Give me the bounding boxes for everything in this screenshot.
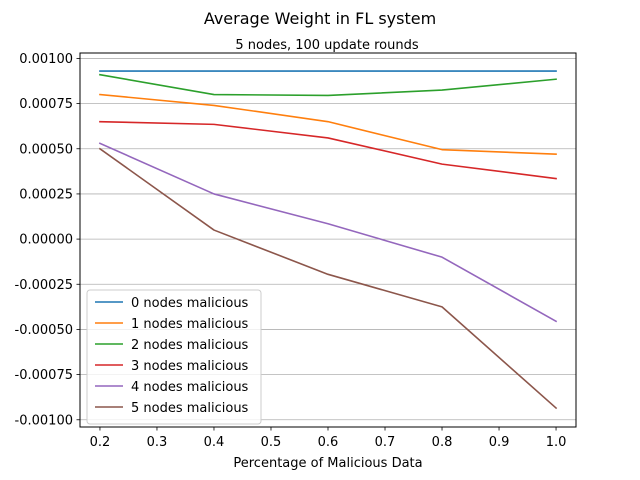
x-tick-label: 0.4 (204, 435, 225, 450)
series-line-3 (99, 120, 557, 180)
x-axis-label: Percentage of Malicious Data (233, 456, 422, 471)
x-tick-label: 0.8 (432, 435, 453, 450)
x-tick-label: 0.2 (90, 435, 111, 450)
series-line-5 (98, 147, 558, 410)
series-line-4 (98, 142, 558, 323)
x-tick-label: 0.6 (318, 435, 339, 450)
y-tick-label: 0.00075 (19, 97, 73, 112)
x-tick-label: 0.3 (147, 435, 168, 450)
x-tick-label: 1.0 (546, 435, 567, 450)
legend-entry: 4 nodes malicious (131, 380, 249, 395)
y-tick-label: -0.00100 (15, 413, 73, 428)
x-axis: 0.2 0.3 0.4 0.5 0.6 0.7 0.8 0.9 1.0 (90, 427, 567, 450)
y-axis: 0.00100 0.00075 0.00050 0.00025 0.00000 -0.00… (15, 52, 80, 428)
y-tick-label: -0.00075 (15, 368, 73, 383)
legend-entry: 3 nodes malicious (131, 359, 249, 374)
series-line-2 (99, 73, 557, 97)
y-tick-label: 0.00050 (19, 142, 73, 157)
chart-title: Average Weight in FL system (204, 9, 436, 28)
legend-entry: 1 nodes malicious (131, 317, 249, 332)
legend-entry: 5 nodes malicious (131, 401, 249, 416)
y-tick-label: -0.00050 (15, 323, 73, 338)
x-tick-label: 0.9 (489, 435, 510, 450)
legend-entry: 2 nodes malicious (131, 338, 249, 353)
y-tick-label: -0.00025 (15, 278, 73, 293)
y-tick-label: 0.00000 (19, 233, 73, 248)
legend: 0 nodes malicious 1 nodes malicious 2 node… (86, 289, 262, 425)
legend-box (86, 289, 262, 425)
series-lines (98, 70, 558, 410)
legend-entry: 0 nodes malicious (131, 296, 249, 311)
y-tick-label: 0.00100 (19, 52, 73, 67)
x-tick-label: 0.7 (375, 435, 396, 450)
x-tick-label: 0.5 (261, 435, 282, 450)
y-tick-label: 0.00025 (19, 187, 73, 202)
series-line-1 (99, 93, 557, 156)
chart-subtitle: 5 nodes, 100 update rounds (235, 38, 419, 53)
